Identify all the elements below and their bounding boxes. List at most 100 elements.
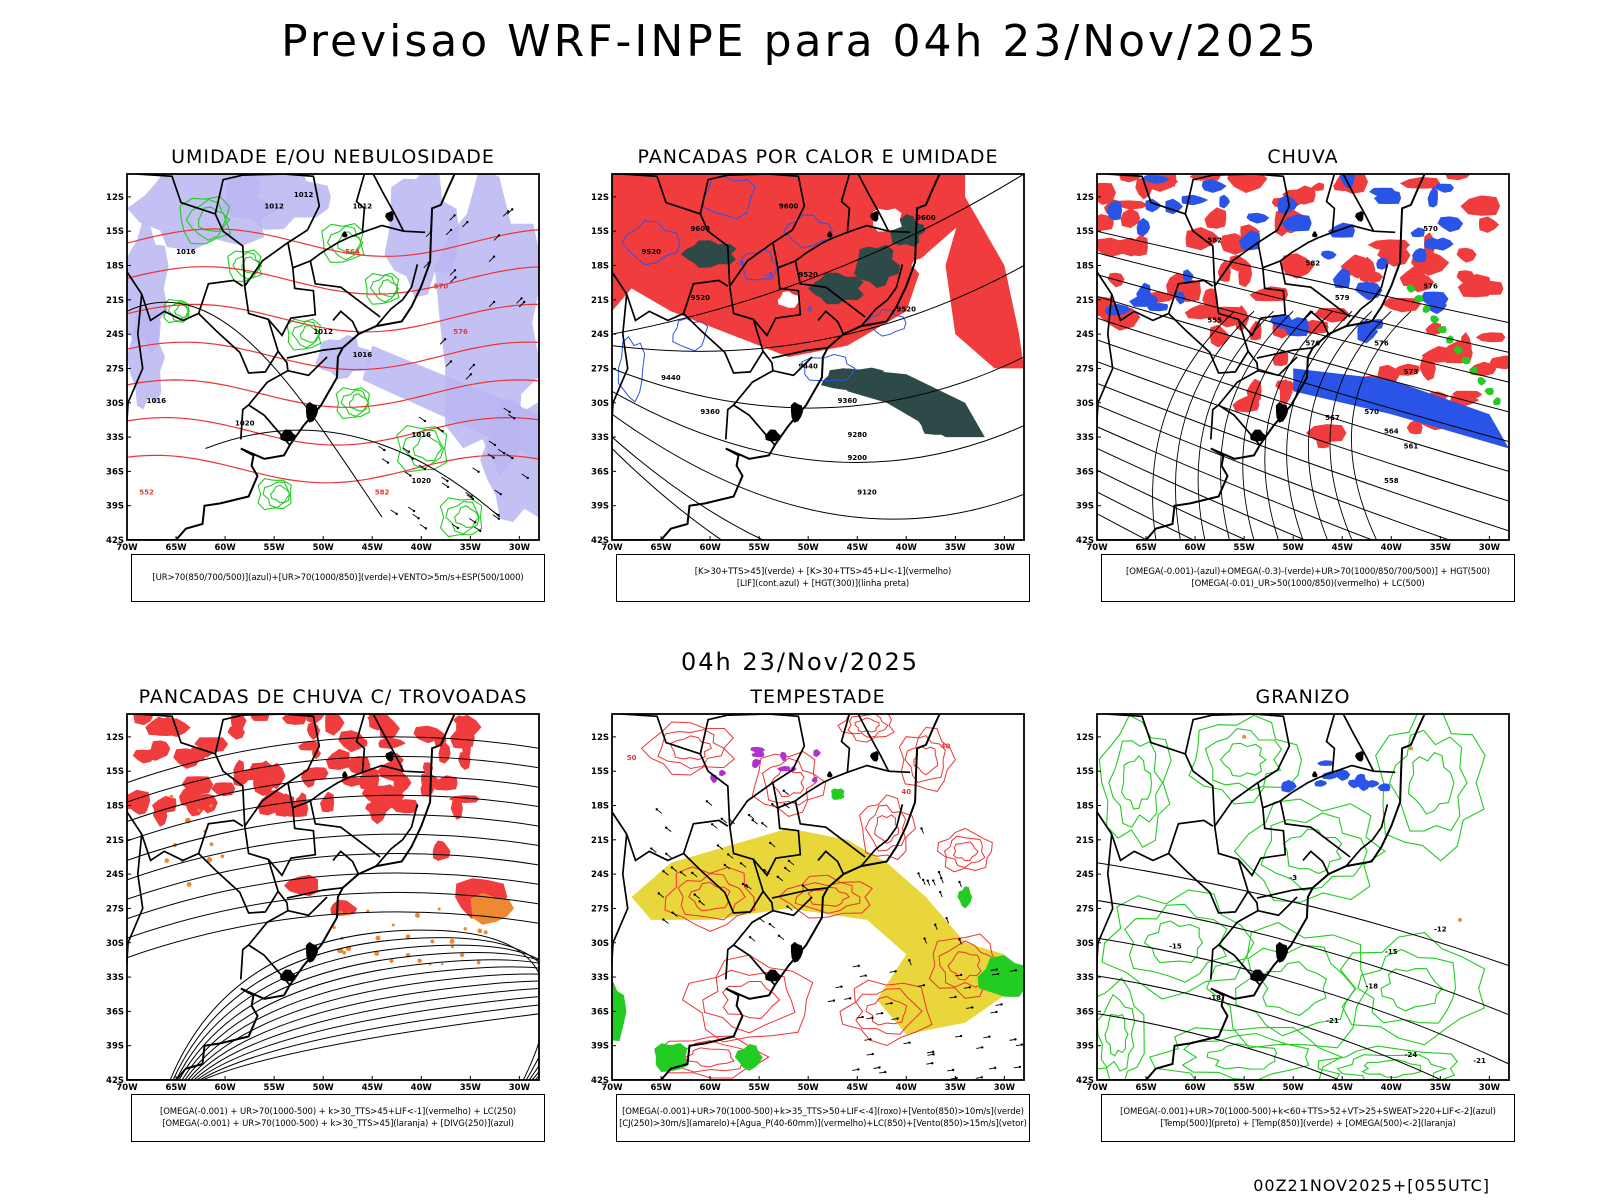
- lake: [305, 401, 318, 423]
- x-tick-label: 50W: [313, 1083, 335, 1093]
- streamline: [1307, 310, 1372, 540]
- border-line: [1279, 764, 1396, 802]
- x-tick-label: 35W: [460, 543, 482, 553]
- rain-area: [1238, 259, 1253, 288]
- storm-area: [281, 714, 307, 725]
- contour-label: -15: [1169, 942, 1182, 950]
- heavy-rain-area: [1484, 387, 1494, 396]
- contour-label: -21: [1326, 1017, 1339, 1025]
- x-tick-label: 65W: [1135, 543, 1157, 553]
- y-tick-label: 39S: [591, 1042, 609, 1052]
- streamline: [127, 872, 539, 920]
- x-tick-label: 40W: [1381, 543, 1403, 553]
- precip-water-contour: [770, 768, 805, 798]
- humidity-contour: [335, 386, 371, 420]
- y-tick-label: 30S: [591, 399, 609, 409]
- border-line: [860, 839, 889, 867]
- border-line: [127, 270, 244, 322]
- y-tick-label: 33S: [591, 433, 609, 443]
- humidity-contour: [174, 303, 191, 319]
- y-tick-label: 33S: [106, 973, 124, 983]
- border-line: [286, 346, 343, 359]
- wind-vector-head: [412, 509, 416, 513]
- jet-area: [631, 828, 1015, 1035]
- orange-cell: [459, 952, 465, 958]
- contour-label: 1012: [294, 191, 314, 199]
- height-contour: [1097, 382, 1509, 532]
- wind-vector: [466, 494, 474, 500]
- lif-contour: [783, 214, 833, 249]
- y-tick-label: 42S: [106, 536, 124, 546]
- contour-label: 579: [1335, 294, 1350, 302]
- wind-vector-head: [477, 470, 480, 473]
- heavy-rain-area: [1460, 356, 1471, 365]
- wind-vector-head: [471, 497, 475, 501]
- temp850-contour: [1121, 755, 1152, 810]
- x-tick-label: 70W: [1086, 1083, 1108, 1093]
- contour-label: -3: [804, 305, 812, 313]
- x-tick-label: 55W: [264, 1083, 286, 1093]
- x-tick-label: 70W: [116, 1083, 138, 1093]
- temp850-contour: [1380, 968, 1443, 1012]
- instability-area: [854, 244, 900, 288]
- wind-vector-head: [751, 818, 754, 822]
- height-contour: [1097, 339, 1509, 472]
- border-line: [612, 834, 629, 975]
- x-tick-label: 55W: [264, 543, 286, 553]
- x-tick-label: 40W: [411, 1083, 433, 1093]
- temp850-contour: [1206, 1043, 1278, 1070]
- lake: [765, 969, 782, 982]
- contour-label: 1016: [353, 351, 373, 359]
- thickness-line: [127, 266, 539, 295]
- wind-vector-head: [959, 973, 963, 977]
- border-line: [857, 714, 890, 772]
- x-tick-label: 35W: [945, 1083, 967, 1093]
- omega-area: [1434, 183, 1454, 193]
- lake: [790, 401, 803, 423]
- orange-cell: [332, 925, 336, 930]
- wind-vector-head: [386, 461, 390, 464]
- rain-area: [1475, 332, 1506, 343]
- wind-vector-head: [993, 1066, 997, 1070]
- orange-cell: [346, 948, 349, 951]
- x-tick-label: 30W: [509, 543, 531, 553]
- x-tick-label: 40W: [1381, 1083, 1403, 1093]
- x-tick-label: 45W: [362, 1083, 384, 1093]
- orange-cell: [186, 882, 192, 887]
- wind-vector-head: [499, 492, 502, 496]
- border-line: [1097, 270, 1214, 322]
- wind-vector-head: [951, 1068, 955, 1072]
- rain-area: [1399, 266, 1426, 287]
- humidity-contour: [453, 505, 480, 529]
- streamline: [181, 959, 539, 1080]
- height-contour: [612, 356, 1024, 409]
- streamline: [1197, 310, 1274, 540]
- wind-vector-head: [492, 255, 496, 258]
- rain-area: [1352, 263, 1366, 279]
- lake: [790, 941, 803, 963]
- border-line: [772, 896, 813, 917]
- contour-label: 9440: [798, 362, 818, 370]
- wind-vector: [497, 448, 505, 454]
- clear-area: [911, 254, 940, 277]
- temp850-contour: [1097, 993, 1136, 1072]
- omega-area: [1136, 217, 1151, 237]
- y-tick-label: 18S: [591, 262, 609, 272]
- storm-area: [377, 784, 405, 809]
- storm-area: [450, 799, 463, 820]
- wind-vector-head: [523, 300, 526, 304]
- lake: [1355, 751, 1364, 762]
- wind-vector-head: [968, 986, 971, 989]
- plot-frame: [1096, 713, 1510, 1081]
- precip-water-contour: [677, 872, 746, 921]
- border-line: [1184, 174, 1213, 215]
- border-line: [401, 264, 419, 301]
- orange-cell: [220, 854, 225, 859]
- omega-area: [1411, 248, 1427, 263]
- wind-vector-head: [479, 529, 482, 533]
- wind-vector-head: [670, 866, 674, 869]
- wind-vector: [487, 453, 494, 459]
- wind-vector-head: [878, 1066, 881, 1069]
- legend-line: [OMEGA(-0.001) + UR>70(1000-500) + k>30_…: [162, 1119, 514, 1129]
